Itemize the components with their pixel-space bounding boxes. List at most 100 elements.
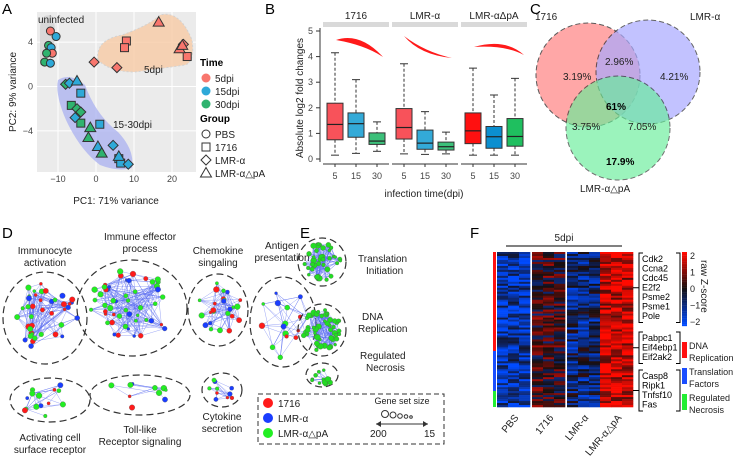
network-edge	[111, 385, 160, 394]
heatmap-cell	[589, 337, 601, 340]
heatmap-cell	[508, 297, 520, 300]
network-edge	[104, 284, 141, 336]
facet-strip	[323, 22, 389, 27]
network-node	[327, 256, 332, 261]
x-tick-label: 20	[167, 174, 177, 184]
heatmap-cell	[611, 261, 623, 265]
network-edge	[199, 289, 217, 301]
network-edge	[300, 296, 308, 318]
network-node	[321, 262, 326, 268]
heatmap-cell	[532, 295, 544, 299]
heatmap-cell	[554, 365, 566, 368]
network-edge	[199, 300, 214, 311]
heatmap-cell	[578, 303, 590, 306]
network-node	[52, 331, 59, 338]
heatmap-cell	[600, 285, 612, 289]
heatmap-cell	[567, 319, 579, 322]
heatmap-cell	[589, 309, 601, 312]
heatmap-cell	[508, 323, 520, 326]
heatmap-cell	[578, 259, 590, 263]
cluster-boundary	[89, 374, 191, 416]
heatmap-cell	[600, 345, 612, 348]
network-node	[284, 334, 289, 339]
network-edge	[91, 307, 141, 310]
network-node	[105, 320, 110, 326]
network-edge	[32, 389, 55, 394]
network-node	[225, 310, 231, 317]
heatmap-cell	[578, 359, 590, 362]
heatmap-cell	[611, 401, 623, 404]
heatmap-cell	[554, 403, 566, 406]
size-legend-max: 15	[424, 429, 436, 440]
heatmap-cell	[532, 289, 544, 293]
heatmap-cell	[600, 377, 612, 380]
network-node	[225, 289, 230, 295]
size-legend-circles	[381, 410, 413, 419]
heatmap-cell	[554, 265, 566, 269]
data-point	[51, 32, 61, 42]
heatmap-cell	[532, 343, 544, 346]
legend-label: LMR-α△pA	[278, 429, 328, 440]
annotation-label: Translation	[689, 367, 733, 377]
heatmap-cell	[589, 357, 601, 360]
heatmap-cell	[578, 297, 590, 300]
heatmap-cell	[532, 293, 544, 297]
cluster-label: secretion	[202, 424, 243, 435]
network-node	[25, 396, 30, 401]
heatmap-cell	[508, 255, 520, 259]
heatmap-cell	[622, 405, 634, 408]
heatmap-title: 5dpi	[555, 233, 574, 244]
annotation-15-30dpi: 15-30dpi	[113, 120, 152, 131]
heatmap-cell	[497, 309, 509, 312]
data-point	[122, 158, 135, 170]
pca-plot: uninfected 5dpi 15-30dpi −10 0 10 20 −4 0 4 PC…	[8, 12, 265, 207]
heatmap-cell	[622, 283, 634, 287]
heatmap-cell	[611, 369, 623, 372]
heatmap-cell	[497, 401, 509, 404]
network-node	[213, 286, 220, 293]
network-node	[155, 389, 163, 396]
venn-label-1716: 1716	[535, 12, 558, 23]
heatmap-cell	[600, 371, 612, 374]
heatmap-cell	[508, 395, 520, 398]
heatmap-cell	[567, 399, 579, 402]
heatmap-cell	[554, 397, 566, 400]
heatmap-cell	[600, 283, 612, 287]
heatmap-cell	[497, 319, 509, 322]
heatmap-cell	[611, 283, 623, 287]
heatmap-cell	[589, 353, 601, 356]
heatmap-cell	[611, 297, 623, 300]
x-axis-label: infection time(dpi)	[385, 189, 464, 200]
heatmap-cell	[497, 393, 509, 396]
network-edge	[132, 273, 162, 325]
network-node	[129, 404, 135, 411]
heatmap-cell	[622, 347, 634, 350]
heatmap-cell	[543, 361, 555, 364]
heatmap-cell	[589, 341, 601, 344]
network-node	[197, 298, 202, 303]
heatmap-cell	[622, 277, 634, 281]
heatmap-cell	[543, 329, 555, 332]
heatmap-cell	[578, 401, 590, 404]
gene-label: Ccna2	[642, 264, 668, 274]
colorbar-segment	[682, 307, 687, 310]
network-node	[227, 391, 233, 397]
network-node	[92, 297, 98, 303]
heatmap-cell	[567, 351, 579, 354]
network-edge	[214, 303, 230, 331]
heatmap-cell	[532, 335, 544, 338]
heatmap-cell	[543, 343, 555, 346]
network-node	[302, 262, 307, 267]
heatmap-cell	[578, 339, 590, 342]
heatmap-cell	[589, 283, 601, 287]
heatmap-cell	[567, 333, 579, 336]
network-edge	[285, 317, 308, 324]
heatmap-cell	[519, 319, 531, 322]
heatmap-cell	[622, 259, 634, 263]
heatmap-cell	[519, 285, 531, 289]
y-tick-label: 1	[308, 128, 313, 138]
network-edge	[105, 281, 159, 312]
heatmap-cell	[543, 335, 555, 338]
network-node	[149, 279, 156, 285]
heatmap-cell	[567, 305, 579, 308]
